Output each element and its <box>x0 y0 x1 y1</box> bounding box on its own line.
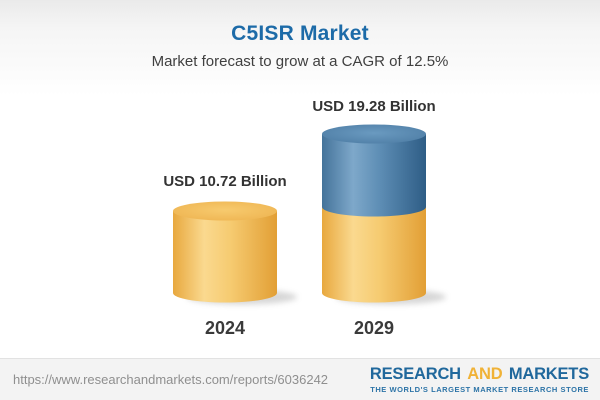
cylinder-2024-body <box>173 211 277 303</box>
logo-word-markets: MARKETS <box>508 365 589 383</box>
cylinder-2029-growth-body <box>322 134 426 217</box>
category-label-2024: 2024 <box>204 318 246 338</box>
logo-word-research: RESEARCH <box>369 365 461 383</box>
cylinder-2029-base-body <box>322 207 426 303</box>
logo-tagline: THE WORLD'S LARGEST MARKET RESEARCH STOR… <box>370 384 589 394</box>
value-label-2024: USD 10.72 Billion <box>163 173 287 190</box>
footer-bar: https://www.researchandmarkets.com/repor… <box>0 358 600 400</box>
chart-canvas <box>173 124 446 305</box>
report-url: https://www.researchandmarkets.com/repor… <box>13 372 329 387</box>
page-title: C5ISR Market <box>231 22 369 45</box>
chart-header: C5ISR Market Market forecast to grow at … <box>0 0 600 70</box>
value-label-2029: USD 19.28 Billion <box>312 98 436 115</box>
chart-subtitle: Market forecast to grow at a CAGR of 12.… <box>151 53 449 70</box>
logo-word-and: AND <box>467 365 503 383</box>
cylinder-bar-chart: USD 10.72 Billion USD 19.28 Billion 2024… <box>163 98 446 338</box>
research-and-markets-logo: RESEARCH AND MARKETS THE WORLD'S LARGEST… <box>370 366 589 393</box>
logo-wordmark: RESEARCH AND MARKETS <box>370 366 589 383</box>
category-label-2029: 2029 <box>353 318 395 338</box>
cylinder-2024-top <box>173 201 277 221</box>
cylinder-2029-top <box>322 124 426 144</box>
